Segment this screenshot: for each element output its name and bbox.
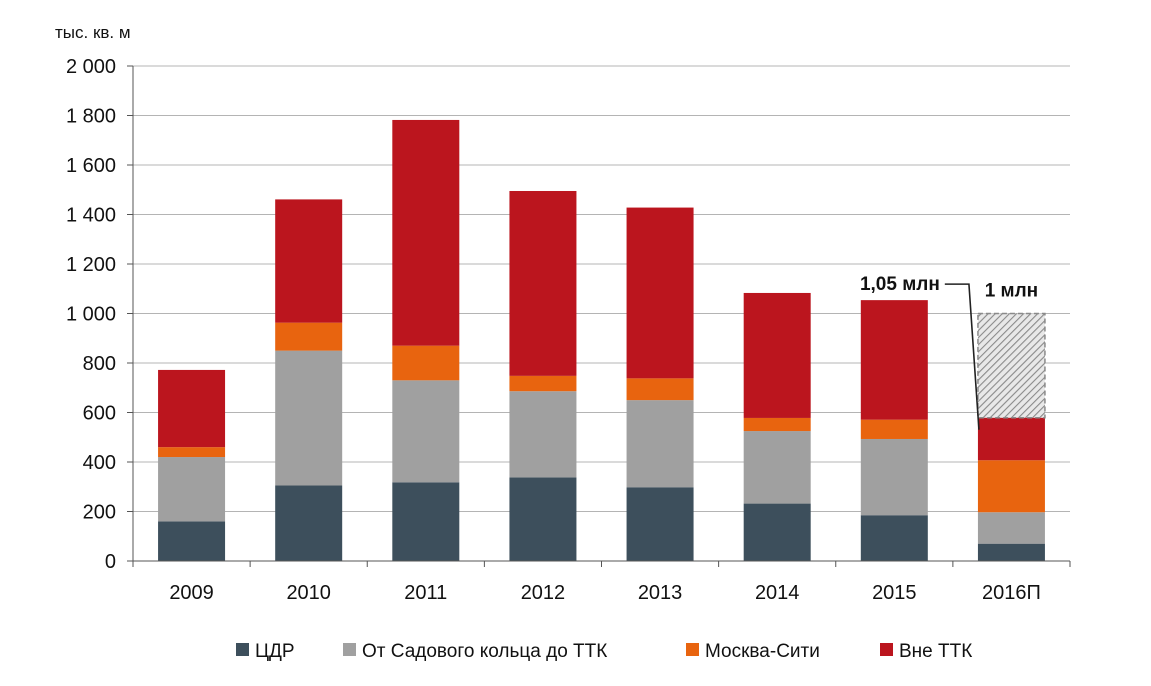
legend-swatch	[686, 643, 699, 656]
y-tick-label: 1 400	[66, 205, 116, 227]
bar-segment	[158, 369, 226, 448]
bar-segment	[392, 380, 460, 483]
bar-segment	[158, 447, 226, 458]
forecast-hatched-segment	[977, 312, 1046, 419]
bar-segment	[392, 119, 460, 346]
bar-segment	[743, 431, 811, 504]
y-tick-label: 200	[83, 502, 116, 524]
y-tick-label: 600	[83, 403, 116, 425]
x-tick-label: 2014	[755, 582, 800, 604]
y-tick-label: 1 200	[66, 254, 116, 276]
bars	[158, 119, 1046, 561]
legend-swatch	[236, 643, 249, 656]
bar-segment	[626, 487, 694, 561]
bar-segment	[977, 543, 1045, 561]
bar-segment	[977, 460, 1045, 513]
bar-segment	[743, 292, 811, 418]
legend-label: Москва-Сити	[705, 641, 820, 662]
y-tick-label: 1 600	[66, 155, 116, 177]
bar-segment	[275, 350, 343, 486]
y-tick-label: 2 000	[66, 56, 116, 78]
bar-segment	[158, 521, 226, 561]
bar-segment	[158, 457, 226, 522]
annotation-label: 1,05 млн	[860, 274, 940, 295]
y-tick-label: 1 800	[66, 106, 116, 128]
annotation-leader-line	[944, 283, 980, 430]
bar-segment	[392, 482, 460, 561]
bar-segment	[743, 417, 811, 432]
x-tick-label: 2012	[521, 582, 566, 604]
legend-swatch	[343, 643, 356, 656]
legend-label: Вне ТТК	[899, 641, 972, 662]
bar-segment	[275, 199, 343, 323]
x-tick-label: 2015	[872, 582, 917, 604]
x-tick-label: 2013	[638, 582, 683, 604]
bar-segment	[509, 190, 577, 376]
x-tick-label: 2010	[286, 582, 331, 604]
y-tick-label: 400	[83, 452, 116, 474]
bar-segment	[509, 391, 577, 478]
bar-segment	[626, 378, 694, 401]
axes: 0 200 400 600 800 1 000 1 200 1 400 1 600 1 800 2 …	[66, 56, 1071, 604]
bar-segment	[275, 485, 343, 561]
x-tick-label: 2016П	[982, 582, 1041, 604]
bar-segment	[743, 503, 811, 561]
bar-segment	[626, 400, 694, 488]
legend-label: ЦДР	[255, 641, 295, 662]
bar-segment	[860, 438, 928, 516]
legend-swatch	[880, 643, 893, 656]
annotation-label: 1 млн	[985, 281, 1038, 302]
y-tick-label: 1 000	[66, 304, 116, 326]
bar-segment	[977, 512, 1045, 544]
y-tick-label: 0	[105, 551, 116, 573]
y-axis-unit-label: тыс. кв. м	[55, 23, 131, 42]
annotations: 1,05 млн 1 млн	[860, 274, 1038, 430]
x-tick-label: 2011	[404, 582, 447, 604]
bar-segment	[860, 300, 928, 420]
y-tick-label: 800	[83, 353, 116, 375]
bar-segment	[860, 515, 928, 561]
x-tick-label: 2009	[169, 582, 214, 604]
legend: ЦДР От Садового кольца до ТТК Москва-Сити В…	[236, 641, 972, 662]
legend-label: От Садового кольца до ТТК	[362, 641, 607, 662]
bar-segment	[509, 477, 577, 561]
bar-segment	[860, 419, 928, 439]
bar-segment	[626, 207, 694, 379]
bar-segment	[509, 375, 577, 392]
bar-segment	[392, 345, 460, 381]
bar-segment	[977, 417, 1045, 461]
bar-segment	[275, 322, 343, 351]
